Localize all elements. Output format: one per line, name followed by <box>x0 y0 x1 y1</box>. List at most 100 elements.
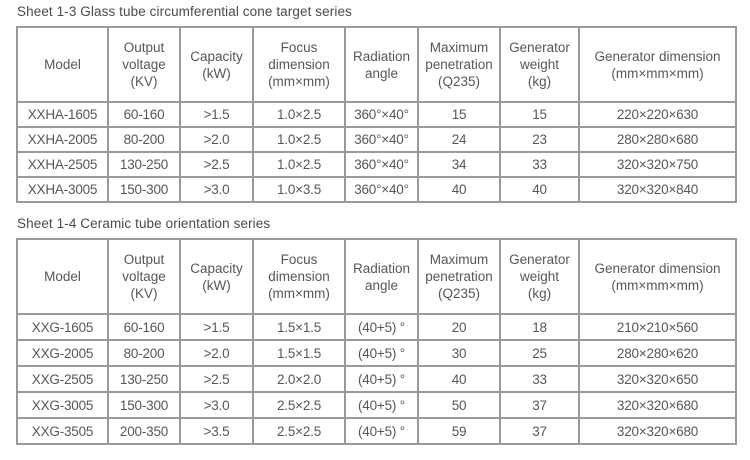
column-header: Capacity (kW) <box>179 238 254 315</box>
table-row: XXHA-2505 130-250 >2.5 1.0×2.5 360°×40° 34 33 3… <box>16 151 737 178</box>
table-cell: 320×320×650 <box>578 365 737 393</box>
table-cell: 1.0×2.5 <box>252 101 346 128</box>
table-cell: 60-160 <box>107 101 181 128</box>
column-header: Maximum penetration (Q235) <box>417 238 501 315</box>
table-cell: 320×320×680 <box>578 391 737 419</box>
table-cell: 24 <box>417 126 501 153</box>
table-cell: 220×220×630 <box>578 101 737 128</box>
table-row: XXG-2005 80-200 >2.0 1.5×1.5 (40+5) ° 30 25 280… <box>16 339 737 367</box>
table-cell: 360°×40° <box>344 101 419 128</box>
table-cell: 1.0×2.5 <box>252 126 346 153</box>
table-cell: 33 <box>499 365 580 393</box>
table-cell: XXG-2005 <box>16 339 109 367</box>
header-row: Model Output voltage (KV) Capacity (kW) Foc… <box>16 26 737 103</box>
table-cell: 34 <box>417 151 501 178</box>
column-header: Maximum penetration (Q235) <box>417 26 501 103</box>
table-cell: 2.5×2.5 <box>252 417 346 445</box>
table-row: XXG-1605 60-160 >1.5 1.5×1.5 (40+5) ° 20 18 210… <box>16 313 737 341</box>
glass-tube-table-section: Sheet 1-3 Glass tube circumferential con… <box>16 4 737 203</box>
column-header: Focus dimension (mm×mm) <box>252 26 346 103</box>
column-header: Generator weight (kg) <box>499 238 580 315</box>
column-header: Output voltage (KV) <box>107 238 181 315</box>
table-cell: 15 <box>499 101 580 128</box>
table-cell: 1.5×1.5 <box>252 313 346 341</box>
table-row: XXG-3505 200-350 >3.5 2.5×2.5 (40+5) ° 59 37 32… <box>16 417 737 445</box>
table-cell: XXHA-2505 <box>16 151 109 178</box>
table-cell: 33 <box>499 151 580 178</box>
column-header: Generator weight (kg) <box>499 26 580 103</box>
table-cell: XXHA-2005 <box>16 126 109 153</box>
table-cell: 2.5×2.5 <box>252 391 346 419</box>
table-cell: 360°×40° <box>344 176 419 203</box>
table-cell: 40 <box>417 365 501 393</box>
table-cell: >3.0 <box>179 391 254 419</box>
table-cell: XXG-1605 <box>16 313 109 341</box>
table-cell: 20 <box>417 313 501 341</box>
table-cell: 280×280×620 <box>578 339 737 367</box>
table-cell: XXHA-1605 <box>16 101 109 128</box>
table-row: XXHA-2005 80-200 >2.0 1.0×2.5 360°×40° 24 23 28… <box>16 126 737 153</box>
table-cell: >1.5 <box>179 101 254 128</box>
table-cell: 25 <box>499 339 580 367</box>
ceramic-tube-table-section: Sheet 1-4 Ceramic tube orientation serie… <box>16 216 737 445</box>
table-cell: 210×210×560 <box>578 313 737 341</box>
glass-tube-table-title: Sheet 1-3 Glass tube circumferential con… <box>17 4 352 19</box>
table-cell: 40 <box>499 176 580 203</box>
table-cell: 50 <box>417 391 501 419</box>
table-cell: 280×280×680 <box>578 126 737 153</box>
table-cell: 130-250 <box>107 151 181 178</box>
table-cell: >2.5 <box>179 365 254 393</box>
column-header: Focus dimension (mm×mm) <box>252 238 346 315</box>
column-header: Radiation angle <box>344 26 419 103</box>
table-cell: >2.0 <box>179 126 254 153</box>
table-row: XXHA-3005 150-300 >3.0 1.0×3.5 360°×40° 40 40 3… <box>16 176 737 203</box>
table-cell: XXHA-3005 <box>16 176 109 203</box>
table-cell: >2.0 <box>179 339 254 367</box>
table-cell: 80-200 <box>107 126 181 153</box>
table-cell: 150-300 <box>107 391 181 419</box>
table-row: XXHA-1605 60-160 >1.5 1.0×2.5 360°×40° 15 15 22… <box>16 101 737 128</box>
table-cell: 40 <box>417 176 501 203</box>
table-cell: (40+5) ° <box>344 365 419 393</box>
table-cell: 18 <box>499 313 580 341</box>
table-cell: 320×320×680 <box>578 417 737 445</box>
table-row: XXG-3005 150-300 >3.0 2.5×2.5 (40+5) ° 50 37 32… <box>16 391 737 419</box>
ceramic-tube-table-title: Sheet 1-4 Ceramic tube orientation serie… <box>17 216 271 231</box>
table-cell: (40+5) ° <box>344 391 419 419</box>
table-cell: 30 <box>417 339 501 367</box>
table-row: XXG-2505 130-250 >2.5 2.0×2.0 (40+5) ° 40 33 32… <box>16 365 737 393</box>
table-cell: 130-250 <box>107 365 181 393</box>
table-cell: 1.0×3.5 <box>252 176 346 203</box>
table-cell: 200-350 <box>107 417 181 445</box>
table-cell: 59 <box>417 417 501 445</box>
table-cell: XXG-3005 <box>16 391 109 419</box>
column-header: Capacity (kW) <box>179 26 254 103</box>
header-row: Model Output voltage (KV) Capacity (kW) Foc… <box>16 238 737 315</box>
table-cell: (40+5) ° <box>344 313 419 341</box>
table-cell: 320×320×750 <box>578 151 737 178</box>
column-header: Radiation angle <box>344 238 419 315</box>
table-cell: (40+5) ° <box>344 339 419 367</box>
table-cell: 360°×40° <box>344 151 419 178</box>
table-cell: 320×320×840 <box>578 176 737 203</box>
column-header: Generator dimension (mm×mm×mm) <box>578 26 737 103</box>
column-header: Model <box>16 26 109 103</box>
table-cell: 60-160 <box>107 313 181 341</box>
table-cell: (40+5) ° <box>344 417 419 445</box>
table-cell: XXG-3505 <box>16 417 109 445</box>
table-cell: 1.5×1.5 <box>252 339 346 367</box>
table-cell: 2.0×2.0 <box>252 365 346 393</box>
table-cell: XXG-2505 <box>16 365 109 393</box>
table-cell: 23 <box>499 126 580 153</box>
column-header: Model <box>16 238 109 315</box>
table-cell: 37 <box>499 417 580 445</box>
table-cell: >2.5 <box>179 151 254 178</box>
column-header: Output voltage (KV) <box>107 26 181 103</box>
table-cell: 1.0×2.5 <box>252 151 346 178</box>
table-cell: >1.5 <box>179 313 254 341</box>
table-cell: 15 <box>417 101 501 128</box>
table-cell: 37 <box>499 391 580 419</box>
column-header: Generator dimension (mm×mm×mm) <box>578 238 737 315</box>
table-cell: 80-200 <box>107 339 181 367</box>
